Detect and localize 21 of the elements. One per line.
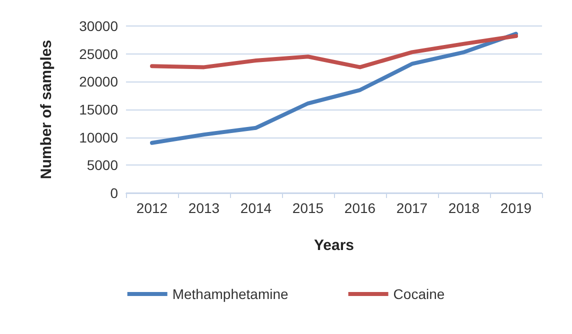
- y-tick-label: 15000: [79, 102, 118, 118]
- x-tick-label: 2012: [136, 200, 168, 216]
- line-series: [150, 32, 518, 145]
- x-tick-label: 2016: [344, 200, 376, 216]
- legend-label: Cocaine: [393, 286, 445, 302]
- x-tick-label: 2015: [292, 200, 324, 216]
- y-tick-label: 10000: [79, 129, 118, 146]
- x-tick-label: 2017: [396, 200, 428, 216]
- y-tick-label: 30000: [79, 18, 118, 34]
- line-series: [150, 34, 518, 70]
- x-tick-label: 2019: [500, 200, 532, 216]
- legend-label: Methamphetamine: [172, 286, 289, 302]
- y-tick-label: 25000: [79, 46, 118, 62]
- x-tick-label: 2013: [188, 200, 220, 216]
- x-tick-label: 2018: [448, 200, 480, 216]
- y-tick-label: 20000: [79, 74, 118, 90]
- y-axis-title: Number of samples: [38, 40, 55, 180]
- y-tick-label: 5000: [86, 157, 118, 174]
- x-axis-title: Years: [314, 237, 354, 254]
- x-tick-label: 2014: [240, 200, 272, 216]
- y-tick-label: 0: [110, 185, 118, 201]
